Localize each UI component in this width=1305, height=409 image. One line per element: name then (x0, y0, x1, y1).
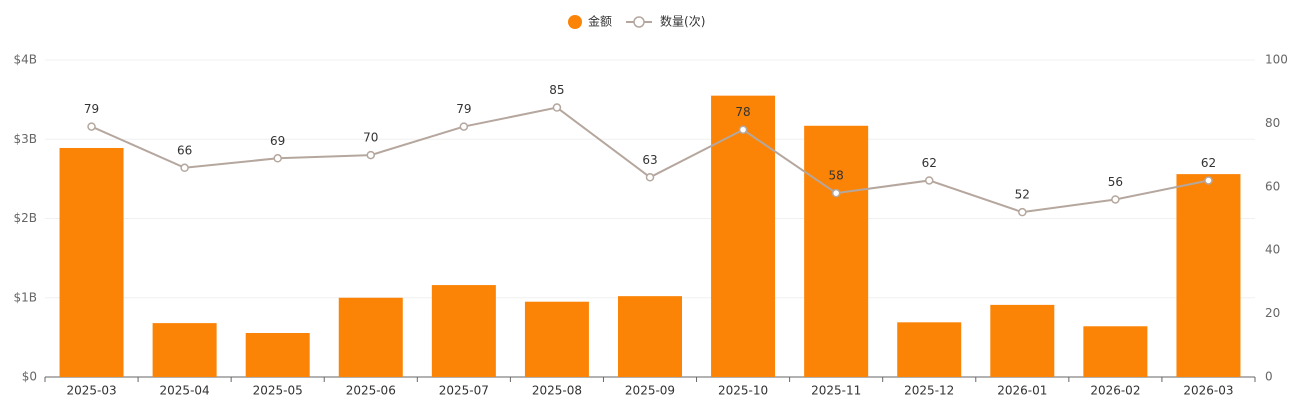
bar (618, 296, 682, 377)
bar (245, 333, 310, 377)
line-point (831, 188, 841, 198)
line-point (924, 176, 934, 185)
y-tick-label: $1B (13, 290, 37, 304)
bar (990, 304, 1055, 377)
data-label: 56 (1108, 175, 1123, 189)
x-tick-label: 2025-09 (625, 384, 675, 398)
data-label: 78 (735, 105, 750, 119)
line-point (1018, 207, 1027, 217)
x-tick-label: 2025-03 (66, 384, 116, 398)
legend-marker (633, 16, 645, 28)
x-tick-label: 2026-03 (1183, 384, 1233, 398)
data-label: 62 (1201, 156, 1216, 170)
x-tick-label: 2025-08 (532, 384, 582, 398)
bar (338, 297, 403, 377)
line-point (273, 154, 282, 163)
line-point (366, 150, 376, 160)
x-tick-label: 2025-05 (253, 384, 303, 398)
y-tick-label: $4B (13, 53, 37, 67)
legend-label: 数量(次) (660, 14, 705, 29)
x-tick-label: 2026-01 (997, 384, 1047, 398)
line-point (738, 125, 748, 134)
data-label: 63 (642, 153, 657, 167)
data-label: 79 (84, 102, 99, 116)
y2-tick-label: 60 (1265, 179, 1280, 193)
line-point (459, 122, 469, 131)
line-point (1111, 195, 1120, 204)
line-point (180, 163, 189, 173)
x-tick-label: 2025-11 (811, 384, 861, 398)
data-label: 69 (270, 134, 285, 148)
data-label: 85 (549, 83, 564, 97)
data-label: 79 (456, 102, 471, 116)
bar (1083, 326, 1148, 377)
bar (897, 322, 962, 377)
legend-label: 金额 (588, 14, 612, 29)
x-tick-label: 2026-02 (1090, 384, 1140, 398)
line-point (87, 122, 96, 131)
line-point (1204, 176, 1213, 185)
data-label: 52 (1015, 188, 1030, 202)
data-label: 70 (363, 131, 378, 145)
bar (804, 125, 869, 377)
y-tick-label: $3B (13, 132, 37, 146)
y2-tick-label: 80 (1265, 116, 1280, 130)
x-tick-label: 2025-07 (439, 384, 489, 398)
y-tick-label: $2B (13, 211, 37, 225)
data-label: 66 (177, 143, 192, 157)
y-tick-label: $0 (22, 370, 37, 384)
bar (524, 301, 589, 377)
bar (152, 323, 217, 377)
bar (711, 95, 776, 377)
y2-tick-label: 40 (1265, 243, 1280, 257)
y2-tick-label: 100 (1265, 53, 1288, 67)
legend-marker (568, 15, 582, 29)
bar (1176, 174, 1241, 377)
line-point (552, 103, 562, 112)
x-tick-label: 2025-06 (346, 384, 396, 398)
data-label: 58 (829, 169, 844, 183)
bar (431, 285, 496, 377)
data-label: 62 (922, 156, 937, 170)
y2-tick-label: 0 (1265, 370, 1273, 384)
x-tick-label: 2025-04 (160, 384, 210, 398)
x-tick-label: 2025-10 (718, 384, 768, 398)
line-point (645, 173, 655, 182)
x-tick-label: 2025-12 (904, 384, 954, 398)
bar (59, 147, 124, 377)
y2-tick-label: 20 (1265, 306, 1280, 320)
